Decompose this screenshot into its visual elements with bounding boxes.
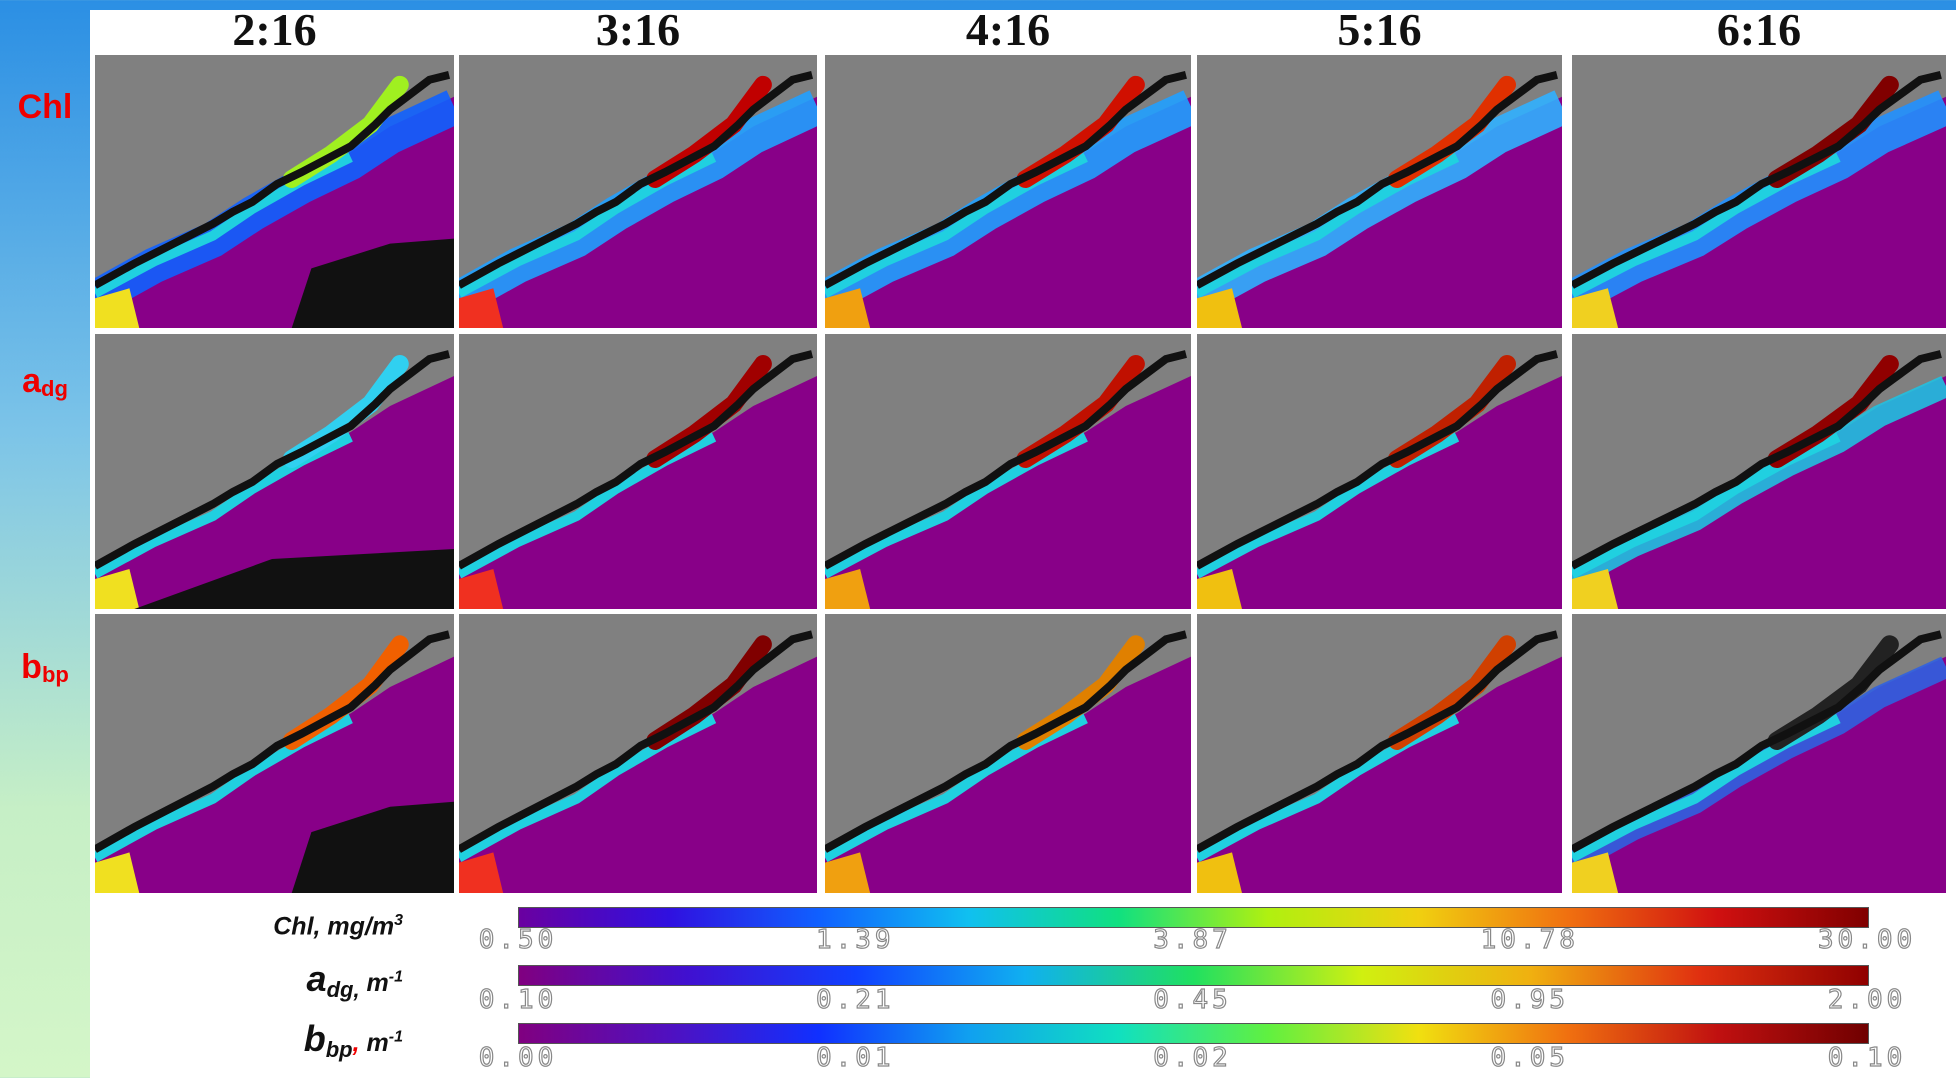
hotspot bbox=[459, 569, 504, 609]
coast-land bbox=[1572, 71, 1942, 289]
coast-land bbox=[825, 71, 1187, 289]
hotspot bbox=[1572, 288, 1619, 328]
map-panel bbox=[1197, 55, 1562, 328]
column-header: 5:16 bbox=[1337, 4, 1422, 55]
hotspot bbox=[1197, 852, 1242, 893]
coast-land bbox=[1572, 350, 1942, 570]
coast-land bbox=[1197, 350, 1558, 570]
colorbar bbox=[518, 1023, 1869, 1044]
map-panel bbox=[1572, 334, 1946, 609]
colorbar-tick-label: 0.01 bbox=[815, 1042, 895, 1073]
column-header: 3:16 bbox=[595, 4, 681, 55]
hotspot bbox=[95, 288, 140, 328]
coast-land bbox=[825, 630, 1187, 853]
sea bbox=[1197, 376, 1562, 609]
colorbar-tick-label: 0.00 bbox=[478, 1042, 558, 1073]
hotspot bbox=[95, 569, 140, 609]
cloud bbox=[291, 238, 454, 328]
coast-land bbox=[459, 71, 814, 289]
colorbar-tick-label: 2.00 bbox=[1827, 984, 1907, 1015]
map-panel bbox=[95, 55, 454, 328]
coast-land bbox=[1197, 71, 1558, 289]
map-panel bbox=[1197, 614, 1562, 893]
column-header: 2:16 bbox=[232, 4, 317, 55]
colorbar-tick-label: 3.87 bbox=[1153, 924, 1232, 955]
colorbar-tick-label: 30.00 bbox=[1817, 924, 1917, 955]
row-label: bbp bbox=[21, 648, 69, 687]
sea bbox=[1197, 656, 1562, 893]
hotspot bbox=[1197, 569, 1242, 609]
colorbar-label: adg, m-1 bbox=[306, 958, 403, 1002]
coast-land bbox=[1197, 630, 1558, 853]
colorbar-tick-label: 0.45 bbox=[1153, 984, 1232, 1015]
cloud bbox=[134, 549, 454, 609]
map-panel bbox=[459, 334, 817, 609]
hotspot bbox=[1572, 852, 1619, 893]
row-label: Chl bbox=[17, 88, 73, 126]
map-panel bbox=[1572, 614, 1946, 893]
sea bbox=[95, 376, 454, 609]
colorbar-tick-label: 0.95 bbox=[1490, 984, 1570, 1015]
coast-land bbox=[95, 71, 451, 289]
map-panel bbox=[459, 55, 817, 328]
hotspot bbox=[1197, 288, 1242, 328]
colorbar-label: bbp, m-1 bbox=[303, 1018, 403, 1062]
sea bbox=[459, 376, 817, 609]
map-panel bbox=[825, 614, 1191, 893]
hotspot bbox=[825, 288, 871, 328]
colorbar-tick-label: 1.39 bbox=[815, 924, 895, 955]
column-header: 4:16 bbox=[965, 4, 1051, 55]
map-panel bbox=[459, 614, 817, 893]
colorbar-tick-label: 0.02 bbox=[1153, 1042, 1232, 1073]
cloud bbox=[291, 801, 454, 893]
hotspot bbox=[825, 852, 871, 893]
sea bbox=[825, 376, 1191, 609]
hotspot bbox=[825, 569, 871, 609]
coast-land bbox=[95, 630, 451, 853]
coast-land bbox=[95, 350, 451, 570]
sea bbox=[459, 656, 817, 893]
hotspot bbox=[1572, 569, 1619, 609]
map-panel bbox=[825, 55, 1191, 328]
colorbar-tick-label: 0.10 bbox=[478, 984, 558, 1015]
colorbar bbox=[518, 965, 1869, 986]
colorbar-tick-label: 10.78 bbox=[1480, 924, 1579, 955]
colorbar-tick-label: 0.50 bbox=[478, 924, 558, 955]
map-panel bbox=[825, 334, 1191, 609]
coast-land bbox=[1572, 630, 1942, 853]
colorbar-label: Chl, mg/m3 bbox=[273, 912, 403, 941]
hotspot bbox=[95, 852, 140, 893]
coast-land bbox=[459, 350, 814, 570]
row-label: adg bbox=[22, 362, 68, 401]
map-panel bbox=[95, 334, 454, 609]
map-panel bbox=[95, 614, 454, 893]
map-panel bbox=[1197, 334, 1562, 609]
colorbar-tick-label: 0.21 bbox=[815, 984, 895, 1015]
colorbar-tick-label: 0.05 bbox=[1490, 1042, 1570, 1073]
colorbar bbox=[518, 907, 1869, 928]
column-header: 6:16 bbox=[1716, 4, 1802, 55]
sea bbox=[825, 656, 1191, 893]
coast-land bbox=[459, 630, 814, 853]
colorbar-tick-label: 0.10 bbox=[1827, 1042, 1907, 1073]
hotspot bbox=[459, 288, 504, 328]
hotspot bbox=[459, 852, 504, 893]
map-panel bbox=[1572, 55, 1946, 328]
coast-land bbox=[825, 350, 1187, 570]
